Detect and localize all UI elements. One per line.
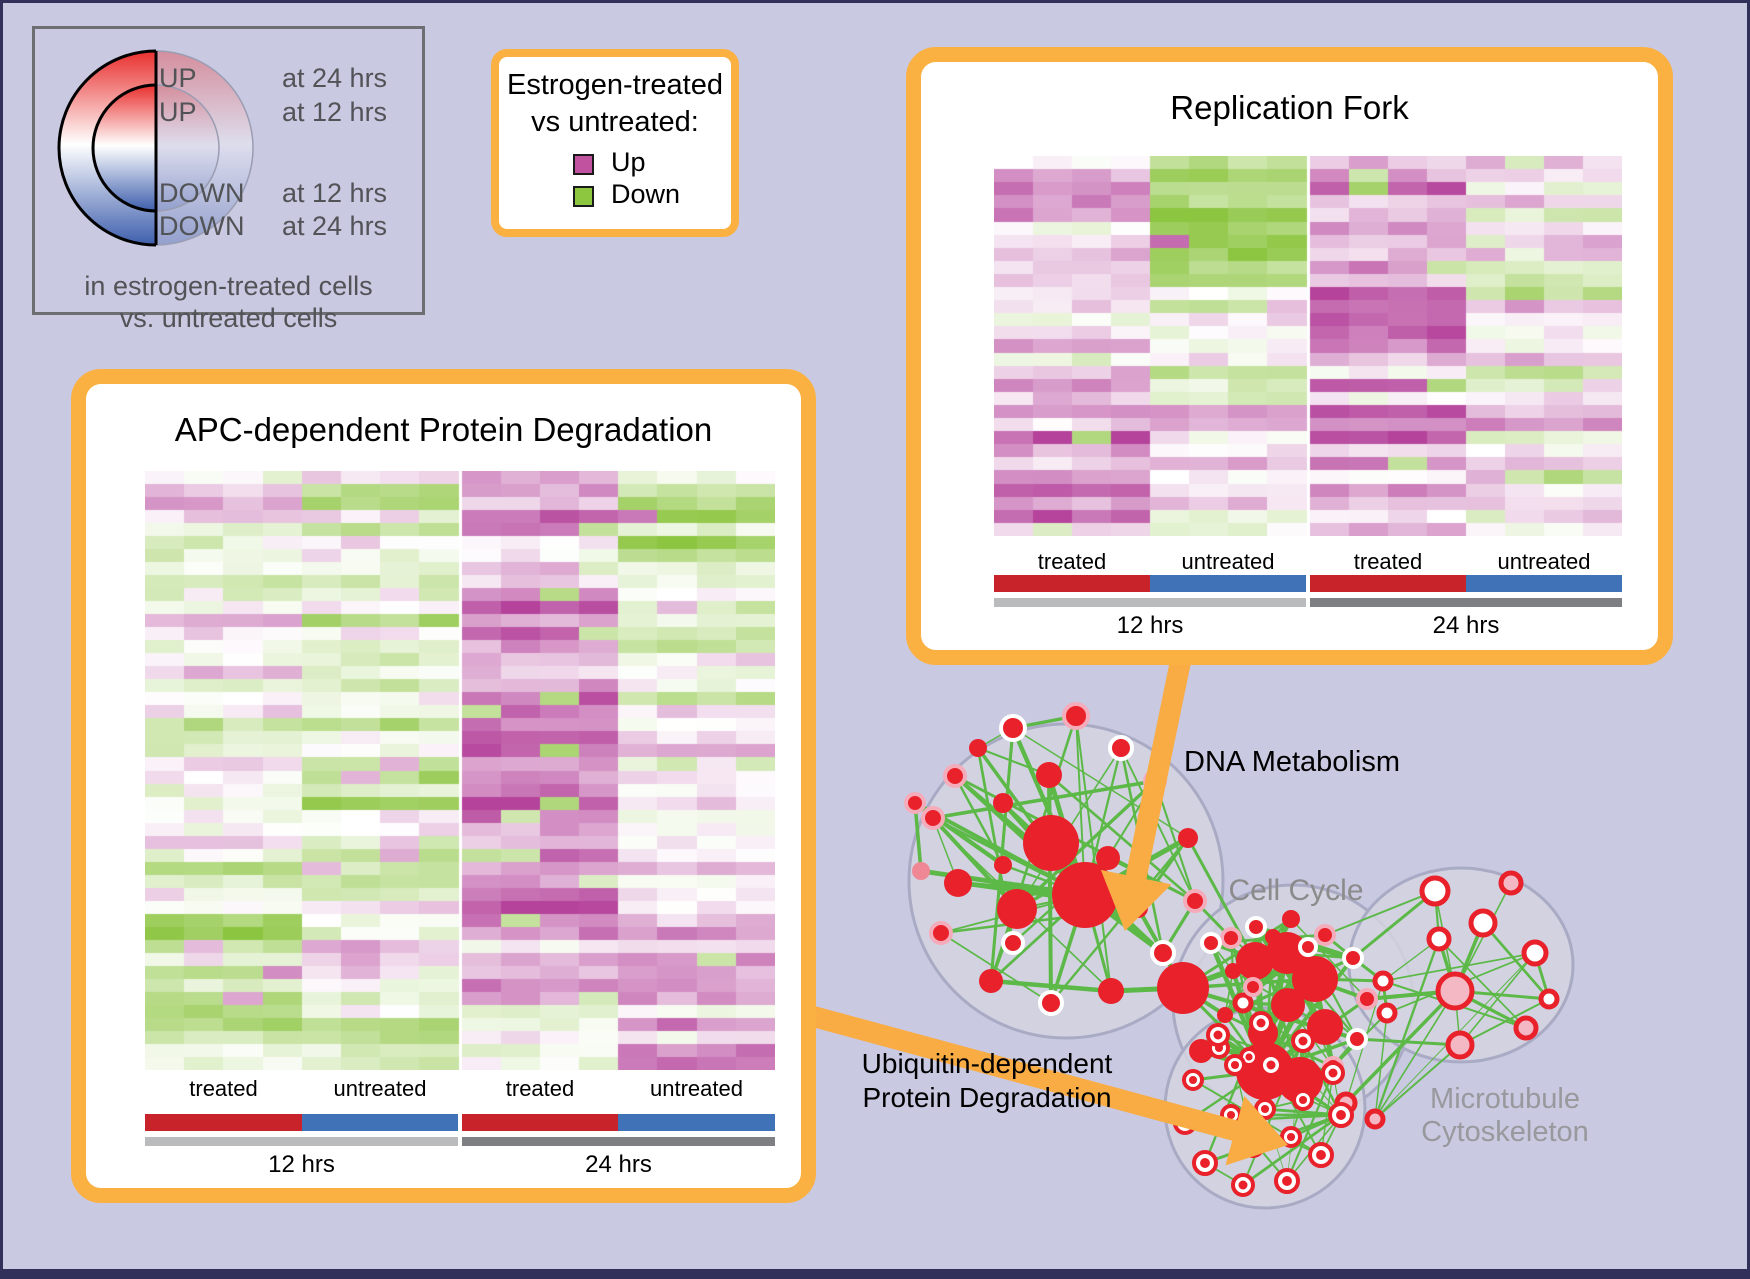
- condition-bar-untreated-12h: [1150, 575, 1306, 592]
- time-bar-12h: [994, 598, 1306, 607]
- time-bar-24h: [1310, 598, 1622, 607]
- color-scale-legend: UP at 24 hrs UP at 12 hrs DOWN at 12 hrs…: [32, 26, 425, 333]
- group-label-treated-24h: treated: [505, 1076, 575, 1101]
- time-label-12h: 12 hrs: [1116, 612, 1184, 639]
- group-label-treated-24h: treated: [1353, 549, 1423, 574]
- treatment-legend: Estrogen-treated vs untreated: Up Down: [491, 49, 739, 237]
- figure-bottom-border: [3, 1269, 1747, 1276]
- time-label-12h: 12 hrs: [268, 1151, 335, 1178]
- condition-bar-untreated-24h: [1466, 575, 1622, 592]
- cluster-label-cytoskeleton: Cytoskeleton: [1421, 1116, 1589, 1148]
- scale-footer-line: vs. untreated cells: [119, 303, 338, 333]
- down-label: Down: [611, 179, 681, 209]
- cluster-label-ubiquitin-line2: Protein Degradation: [862, 1082, 1112, 1113]
- replication-fork-heatmap: [994, 156, 1622, 536]
- updown-gradient-circles: [57, 49, 254, 247]
- scale-row-dir: UP: [159, 97, 197, 127]
- scale-row-dir: DOWN: [159, 178, 245, 208]
- panel-title-replication-fork: Replication Fork: [1170, 89, 1409, 126]
- time-bar-24h: [462, 1137, 775, 1146]
- group-label-untreated-24h: untreated: [650, 1076, 743, 1101]
- condition-bar-treated-12h: [994, 575, 1150, 592]
- panel-title-apc: APC-dependent Protein Degradation: [174, 411, 713, 448]
- scale-row-time: at 12 hrs: [282, 97, 388, 127]
- condition-bar-treated-12h: [145, 1114, 302, 1131]
- down-color-swatch: [573, 186, 594, 207]
- group-label-untreated-12h: untreated: [333, 1076, 427, 1101]
- cluster-label-microtubule: Microtubule: [1430, 1083, 1580, 1115]
- scale-row-time: at 24 hrs: [282, 211, 388, 241]
- scale-row-time: at 24 hrs: [282, 63, 388, 93]
- up-color-swatch: [573, 154, 594, 175]
- condition-bar-untreated-24h: [618, 1114, 775, 1131]
- treatment-legend-title-line2: vs untreated:: [531, 106, 699, 138]
- cluster-label-dna-metabolism: DNA Metabolism: [1184, 746, 1400, 778]
- group-label-treated-12h: treated: [189, 1076, 258, 1101]
- scale-row-dir: DOWN: [159, 211, 245, 241]
- time-label-24h: 24 hrs: [1432, 612, 1500, 639]
- treatment-legend-title-line1: Estrogen-treated: [506, 69, 723, 101]
- apc-heatmap: [145, 471, 775, 1070]
- cluster-label-cell-cycle: Cell Cycle: [1228, 874, 1364, 907]
- scale-row-dir: UP: [159, 63, 197, 93]
- replication-fork-panel: Replication Fork treated untreated treat…: [906, 47, 1673, 665]
- scale-row-time: at 12 hrs: [282, 178, 388, 208]
- time-bar-12h: [145, 1137, 458, 1146]
- condition-bar-treated-24h: [462, 1114, 618, 1131]
- group-label-treated-12h: treated: [1037, 549, 1107, 574]
- group-label-untreated-12h: untreated: [1181, 549, 1275, 574]
- time-label-24h: 24 hrs: [585, 1151, 652, 1178]
- up-label: Up: [611, 147, 646, 177]
- cluster-label-ubiquitin-line1: Ubiquitin-dependent: [861, 1048, 1113, 1079]
- condition-bar-untreated-12h: [302, 1114, 458, 1131]
- scale-footer-line: in estrogen-treated cells: [84, 271, 373, 301]
- apc-degradation-panel: APC-dependent Protein Degradation treate…: [71, 369, 816, 1203]
- group-label-untreated-24h: untreated: [1497, 549, 1591, 574]
- condition-bar-treated-24h: [1310, 575, 1466, 592]
